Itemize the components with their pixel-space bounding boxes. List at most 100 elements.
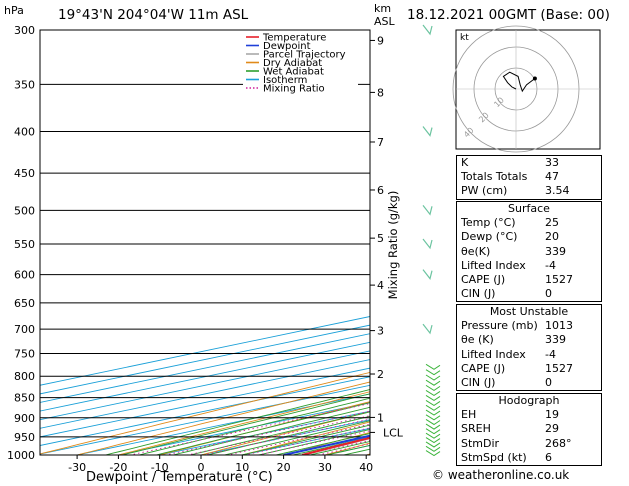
- hodograph-row: StmDir 268°: [461, 436, 572, 450]
- dry-adiabat-line: [240, 421, 370, 455]
- pressure-tick-label: 550: [14, 238, 35, 251]
- index-row-pw: PW (cm) 3.54: [461, 184, 570, 198]
- isotherm-line: [40, 367, 370, 438]
- most-unstable-table: Most Unstable Pressure (mb) 1013 θe (K) 33…: [456, 304, 602, 392]
- legend-label: Dewpoint: [263, 41, 311, 52]
- legend-label: Parcel Trajectory: [263, 50, 346, 61]
- pressure-tick-label: 650: [14, 297, 35, 310]
- isotherm-line: [40, 333, 370, 403]
- dry-adiabat-line: [116, 391, 370, 455]
- wet-adiabat-line: [171, 406, 370, 455]
- km-tick-label: 3: [377, 325, 384, 338]
- pressure-tick-label: 450: [14, 167, 35, 180]
- dry-adiabat-line: [199, 411, 370, 455]
- surface-table: Surface Temp (°C) 25 Dewp (°C) 20 θe(K) 339…: [456, 201, 602, 303]
- km-tick-label: 2: [377, 368, 384, 381]
- wind-barb: [425, 432, 441, 439]
- wet-adiabat-line: [222, 420, 370, 455]
- isotherm-line: [40, 376, 370, 446]
- legend-label: Wet Adiabat: [263, 67, 324, 78]
- km-tick-label: 4: [377, 279, 384, 292]
- x-tick-label: -20: [109, 461, 127, 474]
- pressure-tick-label: 750: [14, 347, 35, 360]
- pressure-tick-label: 400: [14, 126, 35, 139]
- hodograph-table: Hodograph EH 19 SREH 29 StmDir 268° StmSpd …: [456, 393, 602, 467]
- x-tick-label: 0: [198, 461, 205, 474]
- hodograph-row: SREH 29: [461, 422, 559, 436]
- hodograph-storm-marker: [532, 76, 537, 81]
- hpa-label: hPa: [4, 4, 24, 17]
- wet-adiabat-line: [205, 415, 370, 455]
- wet-adiabat-line: [137, 397, 370, 455]
- index-row-tt: Totals Totals 47: [461, 170, 559, 184]
- wind-barb: [425, 428, 441, 435]
- surface-row: θe(K) 339: [461, 244, 566, 258]
- wind-barb: [425, 419, 441, 426]
- x-tick-label: 10: [235, 461, 249, 474]
- wind-barb: [425, 399, 441, 406]
- indices-table: K 33 Totals Totals 47 PW (cm) 3.54: [456, 155, 602, 200]
- wind-barb: [425, 374, 441, 381]
- legend-label: Isotherm: [263, 75, 307, 86]
- isotherm-line: [40, 350, 370, 421]
- km-tick-label: LCL: [383, 426, 404, 439]
- hodograph-unit-label: kt: [460, 33, 469, 43]
- wind-barb: [422, 323, 433, 335]
- wind-barb: [425, 409, 441, 416]
- wet-adiabat-line: [239, 424, 370, 455]
- isotherm-line: [40, 359, 370, 429]
- location-title: 19°43'N 204°04'W 11m ASL: [58, 7, 249, 23]
- surface-row: Temp (°C) 25: [461, 216, 559, 230]
- pressure-tick-label: 500: [14, 204, 35, 217]
- wind-barb: [422, 238, 433, 250]
- dry-adiabat-line: [75, 381, 370, 455]
- pressure-tick-label: 600: [14, 269, 35, 282]
- wind-barb: [425, 441, 441, 448]
- isotherm-line: [40, 384, 370, 455]
- legend-background: [243, 31, 358, 92]
- x-tick-label: 30: [318, 461, 332, 474]
- km-tick-label: 9: [377, 34, 384, 47]
- pressure-tick-label: 350: [14, 78, 35, 91]
- pressure-tick-label: 900: [14, 412, 35, 425]
- wet-adiabat-line: [120, 393, 370, 455]
- isotherm-line: [40, 341, 370, 412]
- most-unstable-row: CIN (J) 0: [461, 376, 552, 390]
- pressure-tick-label: 700: [14, 323, 35, 336]
- wind-barb: [422, 269, 433, 281]
- km-tick-label: 6: [377, 184, 384, 197]
- wind-barb: [425, 369, 441, 376]
- legend-label: Temperature: [262, 33, 326, 44]
- x-tick-label: 20: [277, 461, 291, 474]
- wind-barb: [425, 437, 441, 444]
- wet-adiabat-line: [103, 389, 370, 455]
- asl-label: ASL: [374, 15, 395, 28]
- pressure-tick-label: 300: [14, 24, 35, 37]
- wind-barb: [425, 414, 441, 421]
- wind-barb: [425, 445, 441, 452]
- pressure-tick-label: 950: [14, 431, 35, 444]
- most-unstable-row: Pressure (mb) 1013: [461, 319, 573, 333]
- wind-barb: [425, 384, 441, 391]
- wind-barb: [425, 423, 441, 430]
- hodograph-row: StmSpd (kt) 6: [461, 450, 552, 464]
- mixing-ratio-axis-label: Mixing Ratio (g/kg): [386, 190, 400, 300]
- dry-adiabat-line: [40, 371, 370, 455]
- wet-adiabat-line: [154, 402, 370, 455]
- surface-row: CIN (J) 0: [461, 287, 552, 301]
- km-tick-label: 5: [377, 232, 384, 245]
- wind-barb: [422, 126, 433, 137]
- copyright: © weatheronline.co.uk: [432, 468, 570, 482]
- wind-barb: [425, 363, 441, 370]
- x-tick-label: 40: [359, 461, 373, 474]
- most-unstable-row: CAPE (J) 1527: [461, 361, 573, 375]
- wind-barb: [425, 450, 441, 457]
- legend-label: Mixing Ratio: [263, 84, 325, 95]
- surface-row: Lifted Index -4: [461, 258, 556, 272]
- surface-title: Surface: [508, 202, 550, 215]
- wind-barb: [422, 24, 433, 36]
- hodograph-trace: [502, 71, 536, 93]
- km-tick-label: 1: [377, 411, 384, 424]
- surface-row: Dewp (°C) 20: [461, 230, 559, 244]
- hodograph-table-title: Hodograph: [498, 394, 560, 407]
